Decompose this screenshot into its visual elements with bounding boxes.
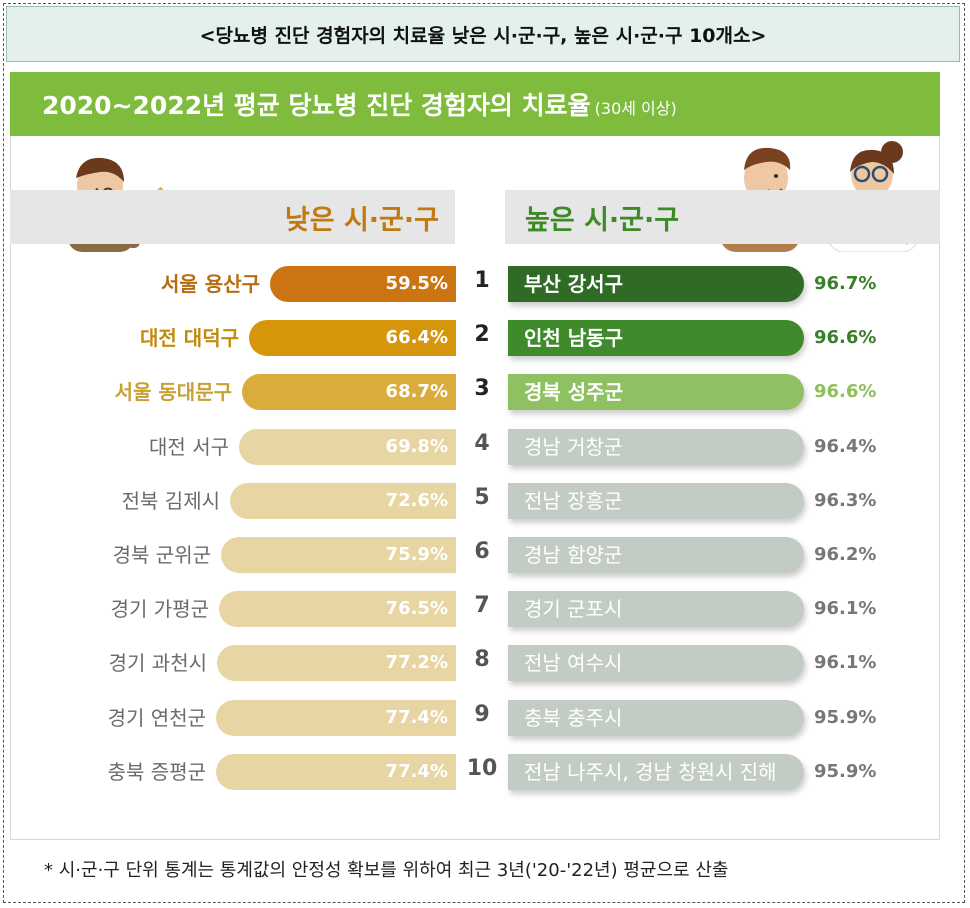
chart-row: 전북 김제시 72.6% 5 전남 장흥군 96.3% [0, 481, 970, 521]
low-region-label: 경기 연천군 [107, 705, 206, 730]
high-bar [508, 645, 804, 682]
chart-title: 2020~2022년 평균 당뇨병 진단 경험자의 치료율 [42, 91, 591, 120]
low-bar [242, 374, 456, 411]
low-value-label: 59.5% [385, 273, 448, 294]
chart-row: 대전 대덕구 66.4% 2 인천 남동구 96.6% [0, 318, 970, 358]
low-region-label: 경기 가평군 [110, 597, 209, 622]
low-bar [217, 645, 456, 682]
high-bar [508, 753, 804, 790]
low-value-label: 75.9% [385, 544, 448, 565]
high-value-label: 96.7% [814, 273, 877, 294]
chart-row: 경기 연천군 77.4% 9 충북 충주시 95.9% [0, 698, 970, 738]
low-value-label: 69.8% [385, 435, 448, 457]
low-region-label: 대전 대덕구 [140, 326, 239, 351]
rank-number: 1 [474, 268, 490, 293]
low-region-label: 경북 군위군 [112, 543, 211, 567]
rank-number: 2 [474, 322, 490, 348]
high-bar [508, 537, 804, 573]
chart-subtitle: (30세 이상) [594, 99, 677, 118]
chart-row: 경기 가평군 76.5% 7 경기 군포시 96.1% [0, 589, 970, 629]
high-region-label: 전남 나주시, 경남 창원시 진해 [524, 759, 777, 784]
chart-banner: 2020~2022년 평균 당뇨병 진단 경험자의 치료율 (30세 이상) [10, 72, 940, 136]
high-region-label: 충북 충주시 [524, 705, 623, 730]
low-value-label: 77.4% [385, 706, 448, 728]
low-bar [230, 482, 456, 519]
high-bar [508, 266, 804, 302]
high-bar [508, 482, 804, 519]
low-value-label: 66.4% [385, 327, 448, 349]
high-value-label: 95.9% [814, 706, 877, 728]
high-value-label: 96.1% [814, 652, 877, 674]
low-bar [249, 320, 456, 357]
low-value-label: 76.5% [385, 598, 448, 620]
high-value-label: 96.3% [814, 489, 877, 511]
rank-number: 4 [474, 430, 490, 456]
low-region-label: 충북 증평군 [107, 759, 206, 784]
high-bar [508, 320, 804, 357]
chart-row: 경기 과천시 77.2% 8 전남 여수시 96.1% [0, 643, 970, 683]
high-region-label: 전남 장흥군 [524, 488, 623, 513]
outer-frame [3, 3, 965, 903]
low-region-label: 전북 김제시 [121, 488, 220, 513]
low-region-label: 대전 서구 [149, 434, 229, 459]
rank-number: 8 [474, 647, 490, 673]
high-region-label: 경북 성주군 [524, 380, 623, 405]
rank-number: 5 [474, 484, 490, 510]
low-region-label: 서울 용산구 [161, 272, 260, 296]
rank-number: 3 [474, 376, 490, 402]
chart-row: 서울 용산구 59.5% 1 부산 강서구 96.7% [0, 264, 970, 304]
high-bar [508, 374, 804, 411]
low-bar [219, 591, 456, 628]
high-bar [508, 591, 804, 628]
low-value-label: 72.6% [385, 489, 448, 511]
chart-row: 서울 동대문구 68.7% 3 경북 성주군 96.6% [0, 372, 970, 412]
high-region-label: 전남 여수시 [524, 651, 623, 676]
high-region-label: 경남 거창군 [524, 434, 623, 459]
chart-row: 대전 서구 69.8% 4 경남 거창군 96.4% [0, 427, 970, 467]
rank-number: 6 [474, 539, 490, 564]
low-group-header: 낮은 시·군·구 [10, 190, 455, 244]
rank-number: 9 [474, 701, 490, 727]
low-bar [216, 699, 456, 736]
high-value-label: 96.2% [814, 544, 877, 565]
low-value-label: 77.4% [385, 760, 448, 782]
high-region-label: 경기 군포시 [524, 597, 623, 622]
low-bar [216, 753, 456, 790]
rank-column [456, 244, 508, 820]
high-region-label: 인천 남동구 [524, 326, 623, 351]
high-bar [508, 699, 804, 736]
rank-number: 10 [466, 755, 498, 781]
low-region-label: 경기 과천시 [108, 651, 207, 676]
chart-row: 충북 증평군 77.4% 10 전남 나주시, 경남 창원시 진해 95.9% [0, 752, 970, 792]
high-value-label: 96.1% [814, 598, 877, 620]
high-value-label: 96.6% [814, 381, 877, 403]
page-title: <당뇨병 진단 경험자의 치료율 낮은 시·군·구, 높은 시·군·구 10개소… [6, 6, 960, 62]
low-value-label: 77.2% [385, 652, 448, 674]
high-region-label: 경남 함양군 [524, 543, 623, 567]
high-group-header: 높은 시·군·구 [505, 190, 940, 244]
low-bar [221, 537, 456, 573]
high-bar [508, 428, 804, 465]
low-region-label: 서울 동대문구 [114, 380, 232, 405]
high-value-label: 95.9% [814, 760, 877, 782]
low-value-label: 68.7% [385, 381, 448, 403]
high-value-label: 96.6% [814, 327, 877, 349]
high-region-label: 부산 강서구 [524, 272, 623, 296]
low-bar [270, 266, 456, 302]
rank-number: 7 [474, 593, 490, 619]
footnote: * 시·군·구 단위 통계는 통계값의 안정성 확보를 위하여 최근 3년('2… [44, 860, 729, 881]
low-bar [239, 428, 456, 465]
high-value-label: 96.4% [814, 435, 877, 457]
chart-row: 경북 군위군 75.9% 6 경남 함양군 96.2% [0, 535, 970, 575]
